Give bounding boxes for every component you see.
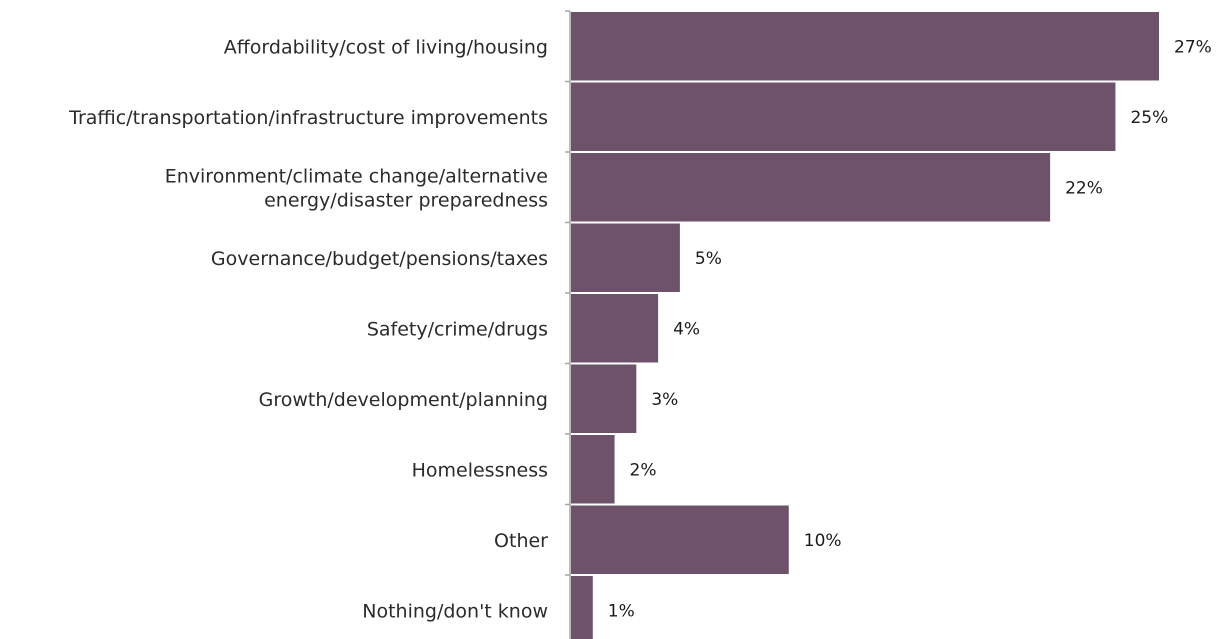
value-label: 10% [804,531,842,551]
bar [571,294,659,363]
bar [571,223,680,292]
bar [571,505,789,574]
value-label: 3% [651,390,678,410]
value-label: 22% [1065,178,1103,198]
category-label: Homelessness [412,459,548,481]
category-labels: Affordability/cost of living/housing Traf… [68,36,548,622]
value-label: 1% [608,601,635,621]
value-label: 27% [1174,37,1212,57]
category-label: Safety/crime/drugs [367,318,548,340]
category-label: Growth/development/planning [259,389,548,411]
category-label: Affordability/cost of living/housing [224,36,548,58]
bar [571,82,1116,151]
bar [571,153,1051,222]
value-label: 25% [1130,108,1168,128]
value-label: 5% [695,249,722,269]
category-label: Other [494,530,548,552]
bar [571,12,1159,81]
value-label: 2% [630,460,657,480]
bar [571,576,593,639]
category-axis [565,10,571,639]
bar [571,435,615,504]
value-labels: 27% 25% 22% 5% 4% 3% 2% 10% 1% [608,37,1212,621]
category-label: Nothing/don't know [362,600,548,622]
bar [571,364,637,433]
category-label: Traffic/transportation/infrastructure im… [68,107,548,129]
category-label: Governance/budget/pensions/taxes [211,248,548,270]
value-label: 4% [673,319,700,339]
bars-layer [571,12,1159,639]
category-label: Environment/climate change/alternative en… [165,165,548,211]
